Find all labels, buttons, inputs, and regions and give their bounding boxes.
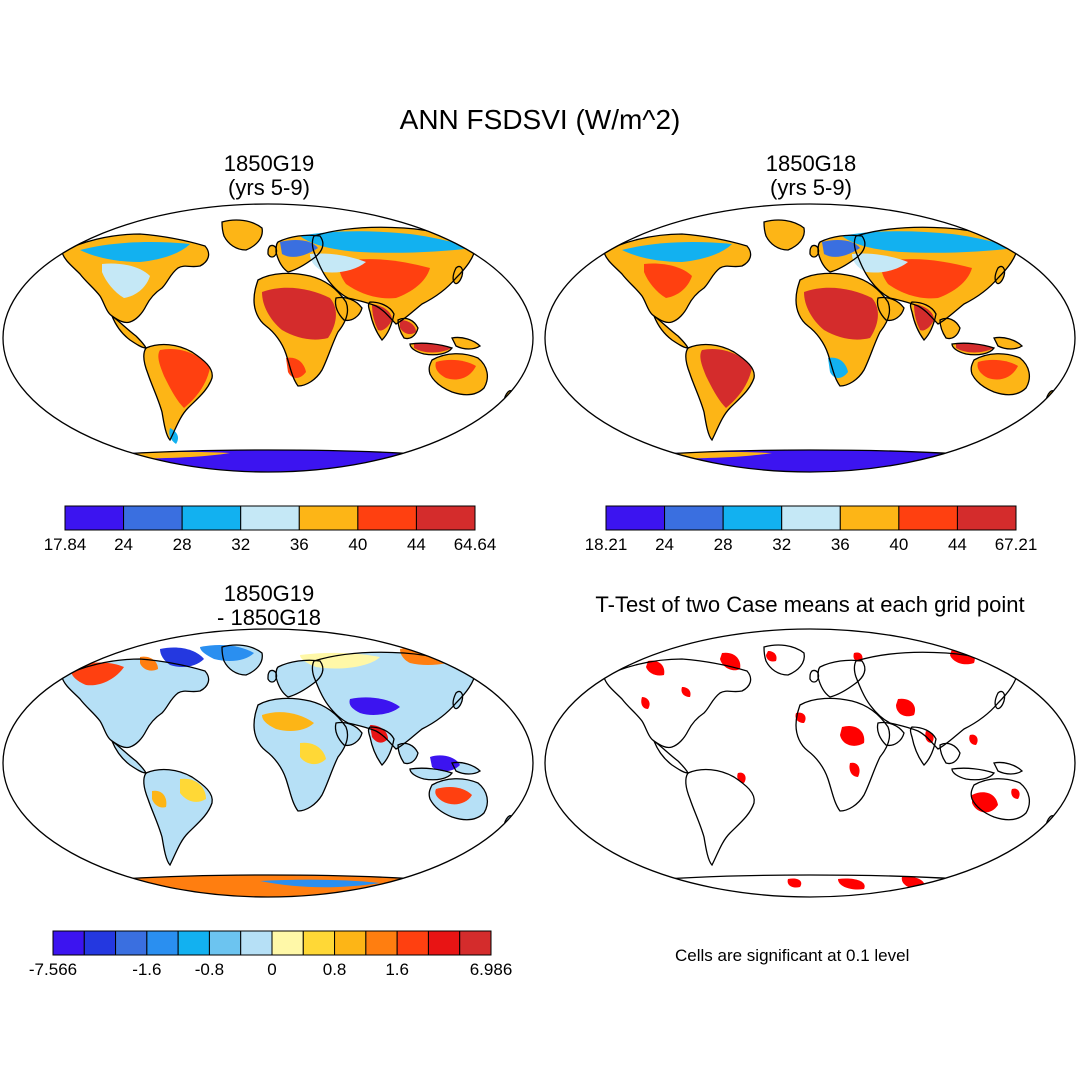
colorbar-tick-label: 6.986 <box>469 960 513 979</box>
panel-4-title: T-Test of two Case means at each grid po… <box>540 593 1080 617</box>
colorbar-box <box>298 505 359 531</box>
colorbar-box <box>396 930 429 956</box>
colorbar-tick-label: 32 <box>772 535 792 554</box>
colorbar-box <box>240 505 300 531</box>
panel-3-colorbar: -7.566 -1.6 -0.8 0 0.8 1.6 6.986 <box>29 930 512 979</box>
colorbar-tick-label: -0.8 <box>194 960 225 979</box>
colorbar-tick-label: 18.21 <box>584 535 628 554</box>
panel-3-title-line1: 1850G19 <box>223 581 315 606</box>
colorbar-tick-label: 32 <box>231 535 251 554</box>
colorbar-tick-label: 0.8 <box>322 960 347 979</box>
colorbar-box <box>271 930 304 956</box>
panel-1-title-line2: (yrs 5-9) <box>228 175 310 200</box>
panel-1-title: 1850G19 (yrs 5-9) <box>134 152 404 200</box>
colorbar-tick-label: -1.6 <box>132 960 162 979</box>
significance-layer <box>606 648 1020 890</box>
colorbar-box <box>334 930 367 956</box>
colorbar-box <box>181 505 242 531</box>
panel-4-map <box>544 628 1076 898</box>
colorbar-tick-label: 40 <box>348 535 368 554</box>
colorbar-tick-label: 28 <box>172 535 192 554</box>
colorbar-box <box>302 930 336 956</box>
colorbar-tick-label: 44 <box>406 535 426 554</box>
colorbar-tick-label: 28 <box>713 535 733 554</box>
panel-3-map <box>2 628 534 898</box>
colorbar-tick-label: -7.566 <box>28 960 78 979</box>
colorbar-box <box>177 930 210 956</box>
colorbar-box <box>459 930 492 956</box>
colorbar-box <box>956 505 1017 531</box>
colorbar-box <box>64 505 125 531</box>
colorbar-tick-label: 36 <box>830 535 850 554</box>
colorbar-tick-label: 40 <box>889 535 909 554</box>
colorbar-box <box>839 505 900 531</box>
colorbar-boxes <box>64 505 476 531</box>
colorbar-tick-label: 64.64 <box>453 535 497 554</box>
colorbar-box <box>83 930 117 956</box>
colorbar-boxes <box>52 930 492 956</box>
colorbar-box <box>781 505 841 531</box>
colorbar-box <box>240 930 273 956</box>
panel-2-map <box>544 203 1076 473</box>
colorbar-box <box>722 505 783 531</box>
colorbar-tick-label: 24 <box>655 535 675 554</box>
colorbar-tick-label: 0 <box>267 960 277 979</box>
colorbar-box <box>52 930 85 956</box>
colorbar-tick-label: 24 <box>114 535 134 554</box>
colorbar-box <box>208 930 242 956</box>
panel-3-title-line2: - 1850G18 <box>217 605 321 630</box>
colorbar-tick-label: 17.84 <box>43 535 87 554</box>
colorbar-box <box>427 930 461 956</box>
panel-4-title-line1: T-Test of two Case means at each grid po… <box>595 592 1025 617</box>
significance-note: Cells are significant at 0.1 level <box>675 946 910 965</box>
colorbar-tick-label: 44 <box>947 535 967 554</box>
colorbar-tick-label: 36 <box>289 535 309 554</box>
colorbar-box <box>365 930 398 956</box>
panel-2-title-line1: 1850G18 <box>765 151 857 176</box>
colorbar-tick-label: 67.21 <box>994 535 1038 554</box>
panel-2-title: 1850G18 (yrs 5-9) <box>676 152 946 200</box>
colorbar-box <box>115 930 148 956</box>
colorbar-boxes <box>605 505 1017 531</box>
panel-1-map <box>2 203 534 473</box>
colorbar-box <box>605 505 666 531</box>
colorbar-box <box>898 505 958 531</box>
panel-2-colorbar: 18.21 24 28 32 36 40 44 67.21 <box>585 505 1037 554</box>
panel-1-colorbar: 17.84 24 28 32 36 40 44 64.64 <box>44 505 496 554</box>
colorbar-tick-label: 1.6 <box>385 960 409 979</box>
colorbar-box <box>664 505 724 531</box>
panel-1-title-line1: 1850G19 <box>223 151 315 176</box>
colorbar-box <box>123 505 183 531</box>
panel-3-title: 1850G19 - 1850G18 <box>134 582 404 630</box>
panel-2-title-line2: (yrs 5-9) <box>770 175 852 200</box>
colorbar-box <box>146 930 179 956</box>
colorbar-box <box>357 505 417 531</box>
figure-title: ANN FSDSVI (W/m^2) <box>399 104 681 135</box>
colorbar-box <box>415 505 476 531</box>
